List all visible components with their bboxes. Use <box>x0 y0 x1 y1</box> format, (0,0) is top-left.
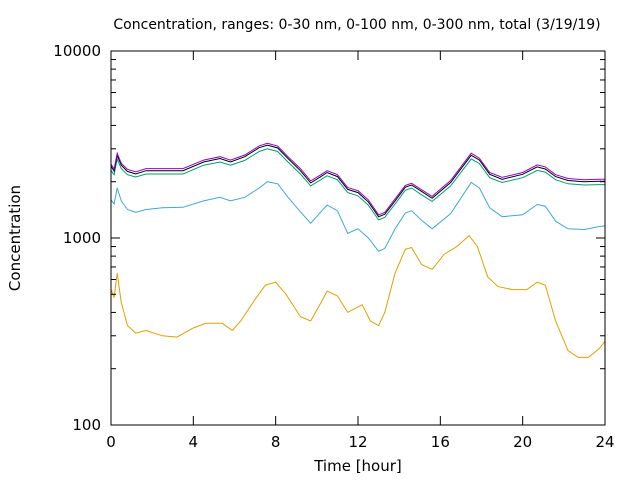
x-tick-label: 16 <box>431 433 450 451</box>
x-tick-label: 12 <box>348 433 367 451</box>
plot-frame <box>110 50 606 426</box>
series-line-2 <box>110 148 605 221</box>
series-line-4 <box>110 142 605 216</box>
x-axis-label: Time [hour] <box>313 457 402 475</box>
y-tick-label: 1000 <box>63 229 101 247</box>
y-tick-label: 100 <box>72 416 101 434</box>
series-line-3 <box>110 144 605 218</box>
x-tick-label: 4 <box>189 433 199 451</box>
y-axis-label: Concentration <box>6 185 24 291</box>
series-line-0 <box>110 234 606 358</box>
x-tick-label: 0 <box>106 433 116 451</box>
series-line-1 <box>110 181 606 252</box>
x-tick-label: 24 <box>595 433 614 451</box>
ticks-layer: 0 4 8 12 16 20 24 100 1000 10000 <box>53 42 614 451</box>
chart-title: Concentration, ranges: 0-30 nm, 0-100 nm… <box>113 17 600 33</box>
y-tick-label: 10000 <box>53 42 101 60</box>
x-tick-label: 8 <box>271 433 281 451</box>
x-tick-label: 20 <box>513 433 532 451</box>
series-layer <box>110 142 606 358</box>
